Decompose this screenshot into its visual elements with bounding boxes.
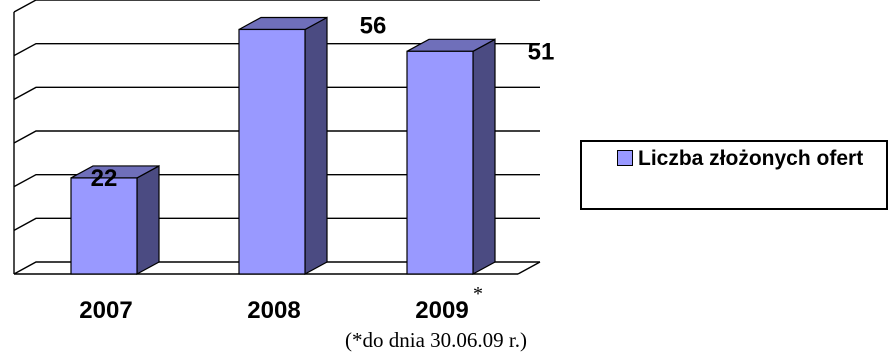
data-label: 56 [360, 12, 387, 39]
x-tick-label: 2007 [79, 297, 132, 324]
gridline [13, 86, 540, 100]
bar [406, 50, 474, 275]
bar [70, 177, 138, 275]
gridline [13, 42, 540, 57]
x-tick-label: 2009 [415, 297, 468, 324]
gridline [13, 217, 540, 231]
chart-footnote: (*do dnia 30.06.09 r.) [345, 328, 527, 352]
gridline [13, 261, 540, 275]
legend-series-label: Liczba złożonych ofert [638, 147, 864, 170]
gridline [13, 130, 540, 144]
bar-side [136, 164, 160, 276]
x-tick-footnote-marker: * [473, 283, 483, 305]
bar-side [472, 38, 496, 276]
data-label: 51 [528, 38, 555, 65]
legend-swatch [617, 150, 633, 166]
bar-side [304, 16, 328, 276]
floor-edge [517, 261, 541, 275]
gridline [13, 0, 540, 13]
gridline [13, 173, 540, 188]
x-tick-label: 2008 [247, 297, 300, 324]
bar [238, 28, 306, 275]
chart-legend: Liczba złożonych ofert [580, 140, 888, 210]
data-label: 22 [91, 165, 118, 192]
